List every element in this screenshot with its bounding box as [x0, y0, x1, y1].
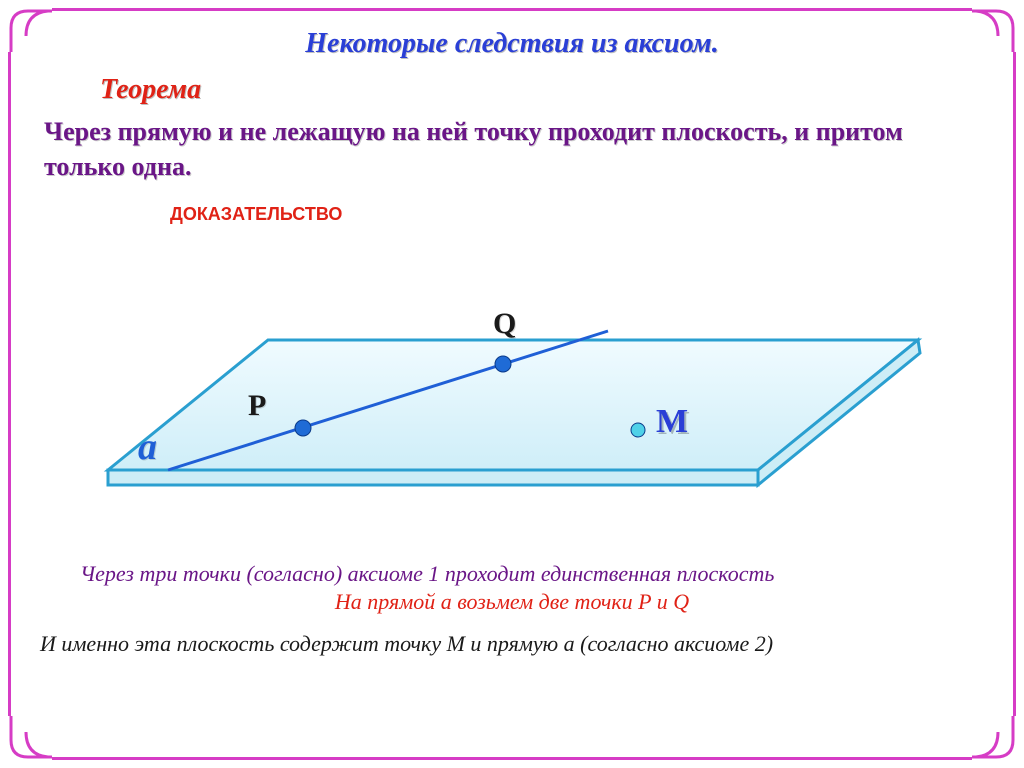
label-p: P: [248, 389, 266, 423]
label-line-a: a: [138, 425, 157, 469]
proof-label: ДОКАЗАТЕЛЬСТВО: [170, 204, 984, 225]
point-m: [631, 423, 645, 437]
label-m: M: [656, 403, 688, 441]
point-p: [295, 420, 311, 436]
proof-text-block: Через три точки (согласно) аксиоме 1 про…: [40, 561, 984, 657]
diagram-svg: [48, 245, 928, 545]
slide-title: Некоторые следствия из аксиом.: [40, 28, 984, 60]
label-q: Q: [493, 307, 516, 341]
proof-line-2: На прямой а возьмем две точки P и Q: [40, 589, 984, 615]
geometry-diagram: P Q M a: [48, 245, 928, 545]
plane-front-edge: [108, 470, 758, 485]
proof-line-3: И именно эта плоскость содержит точку М …: [40, 631, 984, 657]
theorem-label: Теорема: [100, 74, 984, 106]
slide-content: Некоторые следствия из аксиом. Теорема Ч…: [40, 28, 984, 740]
point-q: [495, 356, 511, 372]
theorem-statement: Через прямую и не лежащую на ней точку п…: [44, 114, 984, 184]
proof-line-1: Через три точки (согласно) аксиоме 1 про…: [80, 561, 984, 587]
